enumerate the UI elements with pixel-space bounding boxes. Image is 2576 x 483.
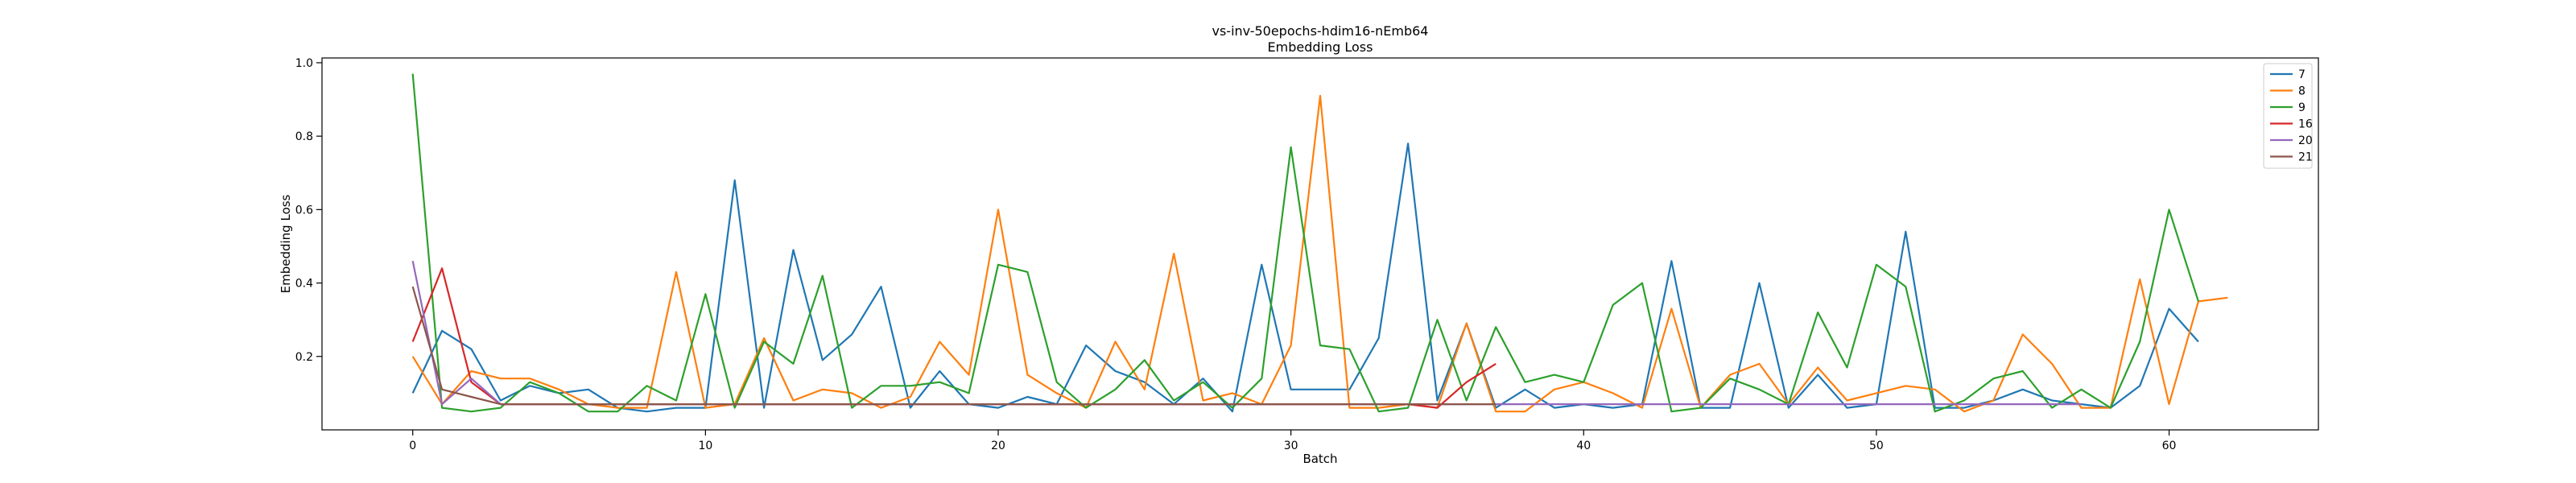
x-tick-label: 30 (1284, 440, 1298, 452)
legend-label-21: 21 (2298, 151, 2313, 164)
series-line-9 (411, 73, 2199, 413)
legend-label-8: 8 (2298, 85, 2306, 98)
y-axis: 0.2 0.4 0.6 0.8 1.0 (295, 57, 322, 364)
x-tick-label: 60 (2162, 440, 2177, 452)
x-tick-label: 20 (991, 440, 1005, 452)
chart-title: vs-inv-50epochs-hdim16-nEmb64 (1212, 23, 1429, 39)
series-line-8 (411, 94, 2228, 413)
plot-frame (321, 57, 2319, 431)
series-line-21 (411, 286, 1496, 406)
x-tick-label: 40 (1576, 440, 1591, 452)
legend-label-20: 20 (2298, 134, 2313, 147)
y-tick-label: 1.0 (295, 57, 313, 70)
x-tick-label: 50 (1869, 440, 1884, 452)
x-tick-label: 0 (409, 440, 416, 452)
legend-label-9: 9 (2298, 101, 2306, 114)
chart-subtitle: Embedding Loss (1268, 39, 1373, 55)
legend-label-16: 16 (2298, 118, 2313, 131)
y-axis-label: Embedding Loss (279, 194, 293, 293)
x-tick-label: 10 (698, 440, 712, 452)
plot-area (321, 57, 2319, 431)
y-tick-label: 0.4 (295, 278, 313, 291)
legend-label-7: 7 (2298, 68, 2306, 81)
x-axis-label: Batch (1302, 452, 1337, 466)
x-axis: 0 10 20 30 40 50 60 (409, 430, 2176, 452)
y-tick-label: 0.8 (295, 130, 313, 143)
legend: 7 8 9 16 20 21 (2263, 63, 2313, 169)
series-layer (411, 73, 2228, 413)
series-line-7 (411, 142, 2199, 413)
y-tick-label: 0.6 (295, 204, 313, 217)
y-tick-label: 0.2 (295, 351, 313, 364)
